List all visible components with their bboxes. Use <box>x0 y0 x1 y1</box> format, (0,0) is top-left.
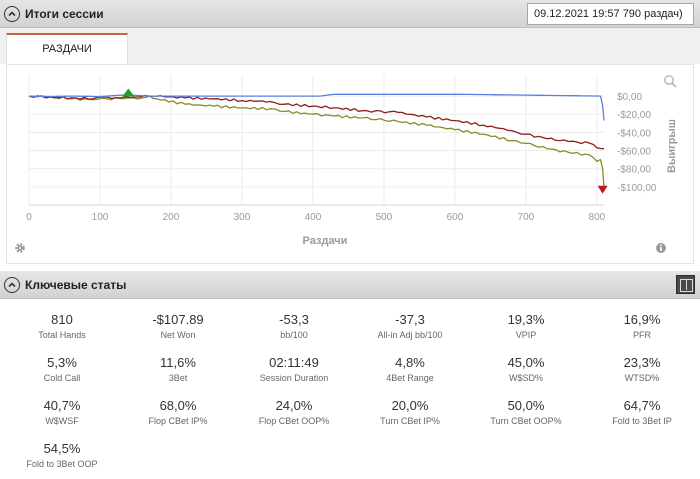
y-tick-label: -$20,00 <box>617 110 651 121</box>
stat-value: 810 <box>51 312 73 327</box>
stat-label: Fold to 3Bet OOP <box>26 459 98 469</box>
stat-item: 24,0% Flop CBet OOP% <box>236 398 352 428</box>
stat-label: Turn CBet OOP% <box>490 416 562 426</box>
y-tick-label: -$40,00 <box>617 128 651 139</box>
stat-item: -$107.89 Net Won <box>120 312 236 342</box>
stat-item: 11,6% 3Bet <box>120 355 236 385</box>
stat-value: -37,3 <box>395 312 425 327</box>
stat-label: 3Bet <box>168 373 188 383</box>
stat-label: Flop CBet OOP% <box>258 416 330 426</box>
stat-item: 20,0% Turn CBet IP% <box>352 398 468 428</box>
stat-label: WTSD% <box>624 373 660 383</box>
x-tick-label: 100 <box>92 212 109 223</box>
winnings-chart: 0 100 200 300 400 500 600 700 800 $0,00 -$20,00 -$… <box>15 75 678 253</box>
stat-label: 4Bet Range <box>386 373 434 383</box>
x-axis-label: Раздачи <box>303 235 348 247</box>
y-tick-label: -$100,00 <box>617 183 657 194</box>
key-stats-header: Ключевые статы <box>0 271 700 299</box>
x-tick-label: 800 <box>589 212 606 223</box>
stat-value: 02:11:49 <box>269 355 319 370</box>
session-select-value: 09.12.2021 19:57 790 раздач) <box>534 8 683 20</box>
chart-panel: 0 100 200 300 400 500 600 700 800 $0,00 -$20,00 -$… <box>6 64 694 264</box>
section-title: Ключевые статы <box>25 277 127 292</box>
section-title: Итоги сессии <box>25 6 104 21</box>
y-axis-label: Выигрыш <box>666 119 678 173</box>
stat-value: -$107.89 <box>152 312 204 327</box>
stat-label: W$WSF <box>45 416 79 426</box>
stat-item: 4,8% 4Bet Range <box>352 355 468 385</box>
stat-item: 45,0% W$SD% <box>468 355 584 385</box>
x-tick-label: 700 <box>518 212 535 223</box>
max-marker <box>122 88 135 97</box>
stat-label: PFR <box>633 330 651 340</box>
tab-bar: РАЗДАЧИ <box>0 28 700 64</box>
y-tick-label: -$80,00 <box>617 165 651 176</box>
stat-label: Flop CBet IP% <box>148 416 208 426</box>
stat-value: 54,5% <box>43 441 81 456</box>
stat-value: 19,3% <box>507 312 545 327</box>
tab-hands[interactable]: РАЗДАЧИ <box>6 33 128 64</box>
stat-item: 50,0% Turn CBet OOP% <box>468 398 584 428</box>
stat-value: 5,3% <box>47 355 77 370</box>
stat-value: 16,9% <box>623 312 661 327</box>
x-tick-label: 200 <box>163 212 180 223</box>
stat-label: Net Won <box>160 330 196 340</box>
stat-item: 810 Total Hands <box>4 312 120 342</box>
y-tick-label: $0,00 <box>617 92 642 103</box>
gear-icon[interactable] <box>15 243 25 253</box>
stat-item: -37,3 All-in Adj bb/100 <box>352 312 468 342</box>
stat-value: 50,0% <box>507 398 545 413</box>
stat-label: All-in Adj bb/100 <box>377 330 443 340</box>
stat-value: 11,6% <box>160 355 196 370</box>
stat-label: Total Hands <box>38 330 86 340</box>
stat-value: 64,7% <box>623 398 661 413</box>
stat-item: 5,3% Cold Call <box>4 355 120 385</box>
session-select[interactable]: 09.12.2021 19:57 790 раздач) <box>527 3 694 25</box>
chevron-up-icon <box>8 10 16 16</box>
collapse-session-button[interactable] <box>4 5 20 22</box>
stat-value: 4,8% <box>395 355 425 370</box>
x-tick-label: 600 <box>447 212 464 223</box>
stat-item: 19,3% VPIP <box>468 312 584 342</box>
info-icon[interactable] <box>656 243 666 253</box>
stat-label: Turn CBet IP% <box>380 416 440 426</box>
stat-item: 68,0% Flop CBet IP% <box>120 398 236 428</box>
stat-value: 23,3% <box>623 355 661 370</box>
series-line-red <box>28 94 605 150</box>
x-tick-label: 400 <box>305 212 322 223</box>
collapse-key-stats-button[interactable] <box>4 276 20 293</box>
x-tick-label: 0 <box>26 212 32 223</box>
stat-item: 64,7% Fold to 3Bet IP <box>584 398 700 428</box>
x-tick-label: 500 <box>376 212 393 223</box>
session-summary-header: Итоги сессии 09.12.2021 19:57 790 раздач… <box>0 0 700 28</box>
stat-item: 23,3% WTSD% <box>584 355 700 385</box>
stat-value: -53,3 <box>279 312 309 327</box>
stat-value: 24,0% <box>275 398 313 413</box>
stat-value: 20,0% <box>391 398 429 413</box>
stat-label: Fold to 3Bet IP <box>612 416 672 426</box>
stat-item: 40,7% W$WSF <box>4 398 120 428</box>
layout-toggle-button[interactable] <box>676 275 695 294</box>
stat-label: Session Duration <box>259 373 329 383</box>
stat-item: 16,9% PFR <box>584 312 700 342</box>
x-tick-label: 300 <box>234 212 251 223</box>
chevron-up-icon <box>8 281 16 287</box>
zoom-icon[interactable] <box>664 75 677 88</box>
y-tick-label: -$60,00 <box>617 147 651 158</box>
stat-item: -53,3 bb/100 <box>236 312 352 342</box>
min-marker <box>597 185 608 194</box>
stat-value: 45,0% <box>507 355 545 370</box>
stat-item: 02:11:49 Session Duration <box>236 355 352 385</box>
stat-label: Cold Call <box>43 373 81 383</box>
stat-label: bb/100 <box>280 330 308 340</box>
stat-item: 54,5% Fold to 3Bet OOP <box>4 441 120 471</box>
stat-label: VPIP <box>515 330 537 340</box>
series-line-olive <box>28 94 605 188</box>
stat-value: 40,7% <box>43 398 81 413</box>
stat-label: W$SD% <box>508 373 543 383</box>
stat-value: 68,0% <box>159 398 197 413</box>
